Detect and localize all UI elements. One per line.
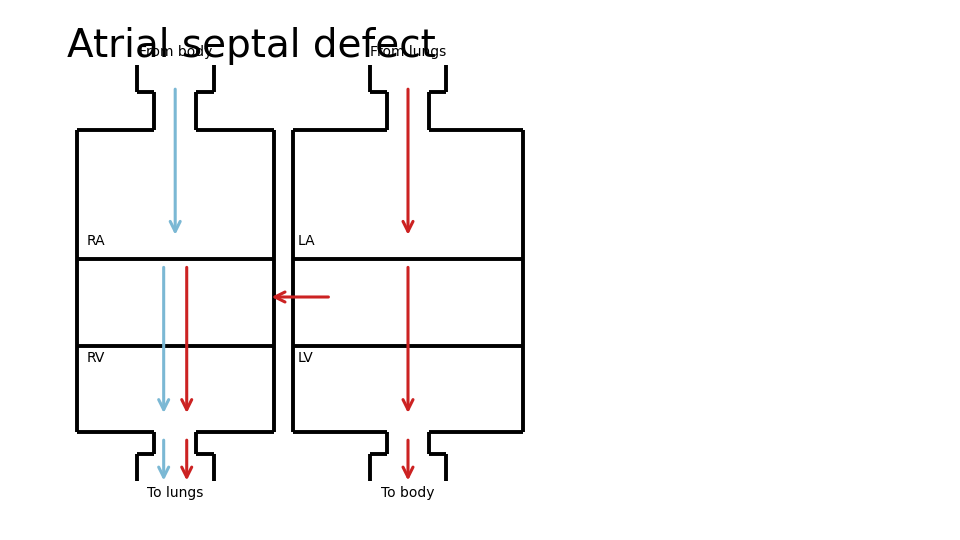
- Text: To lungs: To lungs: [147, 486, 204, 500]
- Text: From body: From body: [138, 45, 212, 59]
- Bar: [542, 0, 960, 540]
- Text: Atrial septal defect: Atrial septal defect: [67, 27, 436, 65]
- Text: LV: LV: [298, 351, 313, 365]
- Text: To body: To body: [381, 486, 435, 500]
- Text: RV: RV: [86, 351, 105, 365]
- Text: RA: RA: [86, 234, 105, 248]
- Text: From lungs: From lungs: [370, 45, 446, 59]
- Text: LA: LA: [298, 234, 315, 248]
